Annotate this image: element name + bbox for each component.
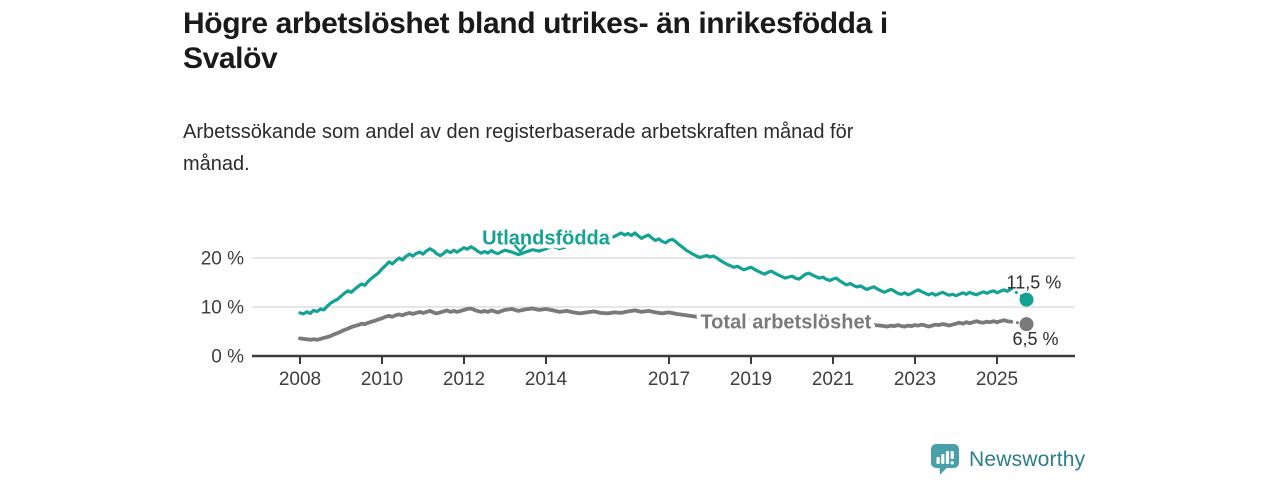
newsworthy-icon	[931, 444, 959, 475]
x-tick-label: 2008	[279, 369, 321, 390]
chart-subtitle-line-1: Arbetssökande som andel av den registerb…	[183, 121, 854, 143]
series-line-utlandsfodda	[298, 231, 1013, 316]
series-inline-label-total: Total arbetslöshet	[700, 312, 871, 334]
page-title-line-2: Svalöv	[183, 42, 278, 75]
x-tick-label: 2012	[443, 369, 485, 390]
series-end-value-utlandsfodda: 11,5 %	[1007, 273, 1062, 293]
y-tick-label: 0 %	[211, 347, 244, 368]
x-tick-label: 2014	[525, 369, 568, 390]
newsworthy-brand-text: Newsworthy	[969, 447, 1086, 471]
x-tick-label: 2025	[976, 369, 1018, 390]
page-title-line-1: Högre arbetslöshet bland utrikes- än inr…	[183, 7, 888, 40]
series-end-value-total: 6,5 %	[1013, 329, 1059, 349]
newsworthy-logo[interactable]: Newsworthy	[930, 443, 1085, 476]
y-tick-label: 10 %	[201, 298, 244, 319]
x-tick-label: 2010	[361, 369, 403, 390]
chart-subtitle: Arbetssökande som andel av den registerb…	[183, 116, 1083, 180]
chart-subtitle-line-2: månad.	[183, 153, 250, 175]
x-tick-label: 2023	[894, 369, 936, 390]
page-title: Högre arbetslöshet bland utrikes- än inr…	[183, 6, 1103, 76]
series-end-dot-utlandsfodda	[1019, 292, 1034, 307]
series-end-dot-total	[1019, 317, 1034, 332]
x-tick-label: 2019	[730, 369, 772, 390]
y-tick-label: 20 %	[201, 249, 244, 270]
series-label-caret-utlandsfodda	[513, 244, 527, 253]
x-tick-label: 2021	[812, 369, 854, 390]
x-tick-label: 2017	[648, 369, 690, 390]
series-line-total	[298, 306, 1014, 342]
series-inline-label-utlandsfodda: Utlandsfödda	[482, 227, 611, 249]
